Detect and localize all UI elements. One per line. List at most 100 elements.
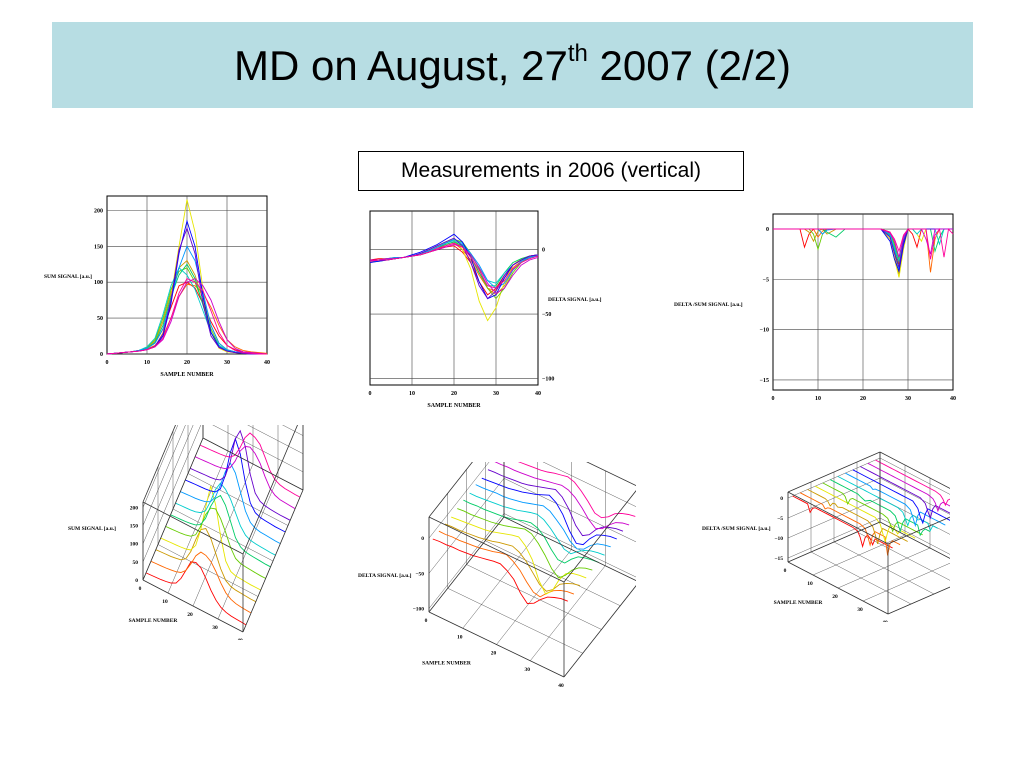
box-edge [142, 437, 204, 581]
floor-grid-line [187, 473, 289, 526]
x-tick-label: 0 [425, 618, 428, 624]
x-axis-label: SAMPLE NUMBER [129, 618, 179, 624]
y-axis-label: SUM SIGNAL [a.u.] [68, 526, 116, 532]
x-tick-label: 0 [784, 568, 787, 574]
series-trace [457, 508, 593, 579]
series-trace [170, 494, 271, 568]
floor-grid-line [172, 508, 274, 562]
title-main: MD on August, 27 [233, 42, 568, 89]
series-trace [814, 485, 916, 544]
series-trace [155, 527, 257, 603]
y-tick-label: 200 [94, 208, 103, 214]
series-trace [807, 489, 908, 545]
x-tick-label: 10 [457, 634, 463, 640]
series-trace [463, 499, 599, 564]
x-tick-label: 30 [857, 607, 863, 613]
series-trace [190, 429, 291, 521]
z-tick-label: −50 [415, 571, 424, 577]
wall-grid-line [428, 478, 505, 574]
delta-signal-plot: 0 10 20 30 40 0 −50 −100 SAMPLE NUMBER DELTA SIGN… [369, 210, 602, 409]
wall-grid-line [787, 517, 881, 559]
box-edge [142, 425, 176, 503]
floor-grid-line [887, 586, 950, 615]
series-trace [822, 482, 923, 536]
box-edge [242, 425, 298, 555]
wall-grid-line [428, 513, 505, 609]
series-trace [875, 459, 950, 507]
floor-grid-line [833, 541, 935, 595]
z-tick-label: 0 [421, 536, 424, 542]
series-trace [494, 462, 630, 530]
x-tick-label: 0 [772, 396, 775, 402]
floor-grid-line [810, 551, 912, 605]
box-edge [428, 462, 473, 518]
box-edge [787, 491, 889, 545]
wall-grid-line [879, 517, 950, 555]
y-tick-label: 0 [100, 352, 103, 358]
y-axis-label: DELTA /SUM SIGNAL [a.u.] [702, 526, 771, 532]
x-tick-label: 10 [807, 581, 813, 587]
wall-grid-line [142, 425, 202, 562]
series-trace [799, 492, 901, 556]
box-edge [563, 585, 636, 678]
box-edge [787, 561, 889, 615]
z-tick-label: 200 [130, 505, 139, 511]
wall-grid-line [879, 457, 950, 495]
series-trace [180, 462, 281, 544]
series-trace [469, 492, 605, 556]
box-edge [428, 516, 505, 613]
x-tick-label: 30 [905, 396, 911, 402]
title-bar: MD on August, 27th 2007 (2/2) [52, 22, 973, 108]
y-tick-label: −15 [760, 378, 769, 384]
box-edge [503, 516, 636, 581]
wall-grid-line [787, 457, 881, 499]
box-edge [142, 501, 244, 555]
series-trace [867, 462, 950, 513]
box-edge [242, 489, 304, 633]
y-tick-label: 0 [542, 248, 545, 254]
box-edge [787, 451, 881, 493]
z-tick-label: −100 [413, 606, 425, 612]
box-edge [563, 490, 636, 583]
wall-grid-line [212, 425, 304, 473]
wall-grid-line [542, 462, 636, 507]
x-tick-label: 10 [162, 599, 168, 605]
x-tick-label: 10 [409, 391, 415, 397]
box-edge [202, 437, 304, 491]
x-tick-label: 40 [535, 391, 541, 397]
z-tick-label: 100 [130, 542, 139, 548]
y-tick-label: −50 [542, 312, 551, 318]
floor-grid-line [157, 544, 259, 597]
measurements-caption: Measurements in 2006 (vertical) [358, 151, 744, 191]
box-edge [428, 611, 565, 678]
z-tick-label: −5 [777, 516, 783, 522]
series-trace [829, 479, 931, 537]
x-axis-label: SAMPLE NUMBER [160, 372, 214, 378]
y-axis-label: DELTA /SUM SIGNAL [a.u.] [674, 302, 743, 308]
series-line [370, 238, 539, 289]
y-tick-label: 100 [94, 280, 103, 286]
wall-grid-line [428, 462, 490, 539]
x-tick-label: 40 [237, 638, 243, 640]
wall-grid-line [503, 513, 636, 578]
x-tick-label: 40 [882, 620, 888, 622]
wall-grid-line [879, 477, 950, 515]
x-tick-label: 20 [451, 391, 457, 397]
sum-signal-3d-plot: 0 50 100 150 200 0 10 20 30 40 SAMPLE NUMBER SUM SI… [68, 425, 304, 640]
box-edge [787, 521, 881, 563]
y-tick-label: −100 [542, 377, 554, 383]
x-tick-label: 30 [224, 360, 230, 366]
x-tick-label: 20 [184, 360, 190, 366]
series-trace [175, 482, 276, 556]
box-edge [142, 579, 244, 633]
series-trace [444, 523, 581, 592]
x-tick-label: 20 [491, 651, 497, 657]
series-trace [145, 561, 247, 626]
floor-grid-line [485, 540, 621, 606]
series-line [106, 278, 267, 355]
wall-grid-line [282, 425, 304, 436]
series-trace [165, 507, 266, 579]
slide-title: MD on August, 27th 2007 (2/2) [52, 40, 973, 90]
